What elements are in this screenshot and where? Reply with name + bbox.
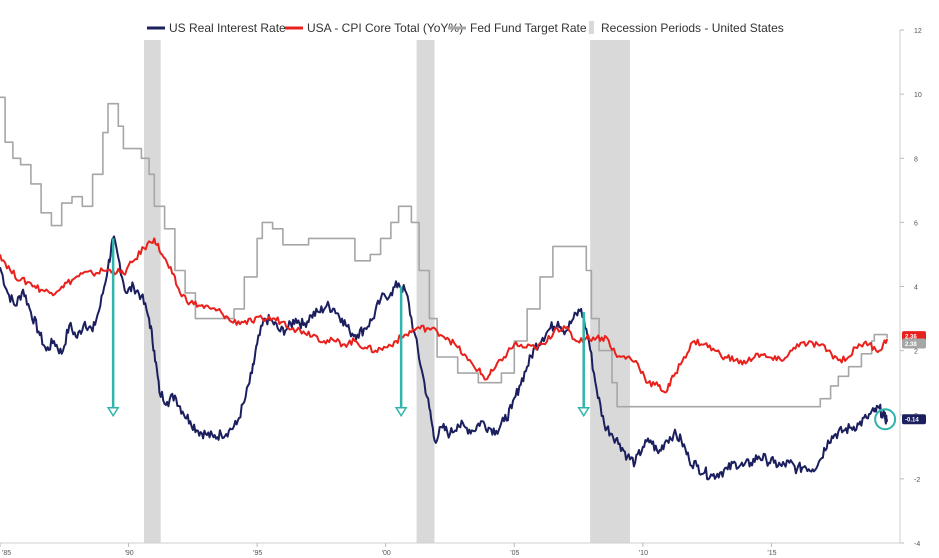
legend-label-cpi-core: USA - CPI Core Total (YoY%)	[307, 21, 463, 35]
x-tick-label: '15	[767, 550, 776, 557]
legend-label-real-rate: US Real Interest Rate	[169, 21, 286, 35]
last-value-tags: 2.362.38 -0.14	[902, 331, 926, 425]
series-line-fed-funds	[0, 96, 888, 408]
legend-swatch-recession	[589, 21, 594, 34]
value-tag-label: -0.14	[905, 418, 919, 424]
recession-band-1	[144, 40, 161, 543]
recession-band-2	[416, 40, 435, 543]
x-tick-label: '95	[253, 550, 262, 557]
y-tick-label: -4	[914, 541, 920, 548]
y-tick-label: 8	[914, 156, 918, 163]
highlight-circle	[874, 408, 897, 431]
value-tag-label: 2.38	[905, 342, 917, 348]
x-axis-ticks: '85 '90 '95 '00 '05 '10 '15	[0, 543, 777, 557]
legend-label-fed-funds: Fed Fund Target Rate	[470, 21, 587, 35]
series-line-real-rate	[0, 235, 889, 481]
series-lines	[0, 96, 889, 481]
value-tag-bg	[902, 414, 926, 425]
y-tick-label: -2	[914, 477, 920, 484]
recession-band-3	[590, 40, 630, 543]
legend: US Real Interest Rate USA - CPI Core Tot…	[147, 21, 784, 35]
legend-entry-recession: Recession Periods - United States	[589, 21, 784, 35]
x-tick-label: '85	[2, 550, 11, 557]
x-tick-label: '05	[510, 550, 519, 557]
legend-entry-fed-funds: Fed Fund Target Rate	[448, 21, 587, 35]
value-tag-bg	[902, 338, 926, 349]
legend-label-recession: Recession Periods - United States	[601, 21, 784, 35]
down-arrow-head	[106, 407, 120, 418]
legend-entry-cpi-core: USA - CPI Core Total (YoY%)	[285, 21, 463, 35]
value-tag-label: 2.36	[905, 335, 917, 341]
down-arrow-head	[577, 407, 591, 418]
y-tick-label: 4	[914, 285, 918, 292]
legend-entry-real-rate: US Real Interest Rate	[147, 21, 286, 35]
recession-bands	[144, 40, 630, 543]
y-tick-label: 12	[914, 28, 922, 35]
x-tick-label: '00	[382, 550, 391, 557]
y-tick-label: 6	[914, 220, 918, 227]
y-tick-label: 10	[914, 92, 922, 99]
x-tick-label: '10	[639, 550, 648, 557]
y-axis-ticks: 121086420-2-4	[900, 28, 922, 548]
x-tick-label: '90	[125, 550, 134, 557]
series-line-cpi-core	[0, 237, 889, 394]
annotations	[106, 238, 897, 431]
down-arrow-head	[394, 407, 408, 418]
y-tick-label: 2	[914, 349, 918, 356]
